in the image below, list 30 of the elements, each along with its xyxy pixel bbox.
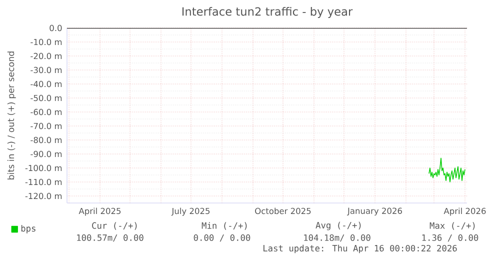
text: Max (-/+) bbox=[430, 222, 475, 230]
y-tick-label: -70.0 m bbox=[30, 122, 62, 130]
text: 104.18m/ 0.00 bbox=[304, 234, 370, 242]
x-tick-label: April 2025 bbox=[78, 208, 121, 216]
y-tick-label: -40.0 m bbox=[30, 80, 62, 88]
text: 1.36 / 0.00 bbox=[422, 234, 478, 242]
x-tick-label: July 2025 bbox=[171, 208, 210, 216]
y-tick-label: 0.0 bbox=[50, 24, 62, 32]
chart-title: Interface tun2 traffic - by year bbox=[182, 6, 353, 18]
text: Last update: Thu Apr 16 00:00:22 2026 bbox=[264, 244, 457, 254]
y-tick-label: -120.0 m bbox=[25, 192, 62, 200]
x-tick-label: January 2026 bbox=[347, 208, 402, 216]
text: Cur (-/+) bbox=[92, 222, 137, 230]
y-tick-label: -90.0 m bbox=[30, 150, 62, 158]
y-tick-label: -30.0 m bbox=[30, 66, 62, 74]
y-tick-label: -80.0 m bbox=[30, 136, 62, 144]
x-tick-label: October 2025 bbox=[255, 208, 311, 214]
y-tick-label: -50.0 m bbox=[30, 94, 62, 102]
y-tick-label: -20.0 m bbox=[30, 52, 62, 60]
y-tick-label: -10.0 m bbox=[30, 38, 62, 46]
text: Min (-/+) bbox=[202, 222, 247, 230]
y-tick-label: -60.0 m bbox=[30, 108, 62, 116]
x-tick-label: April 2026 bbox=[444, 208, 486, 216]
text: Avg (-/+) bbox=[316, 222, 361, 230]
y-axis-title: bits in (-) / out (+) per second bbox=[7, 52, 16, 180]
legend-label: bps bbox=[21, 224, 36, 234]
y-tick-label: -100.0 m bbox=[25, 164, 62, 172]
text: 0.00 / 0.00 bbox=[194, 234, 250, 242]
y-tick-label: -110.0 m bbox=[25, 178, 62, 186]
text: 100.57m/ 0.00 bbox=[77, 234, 144, 242]
